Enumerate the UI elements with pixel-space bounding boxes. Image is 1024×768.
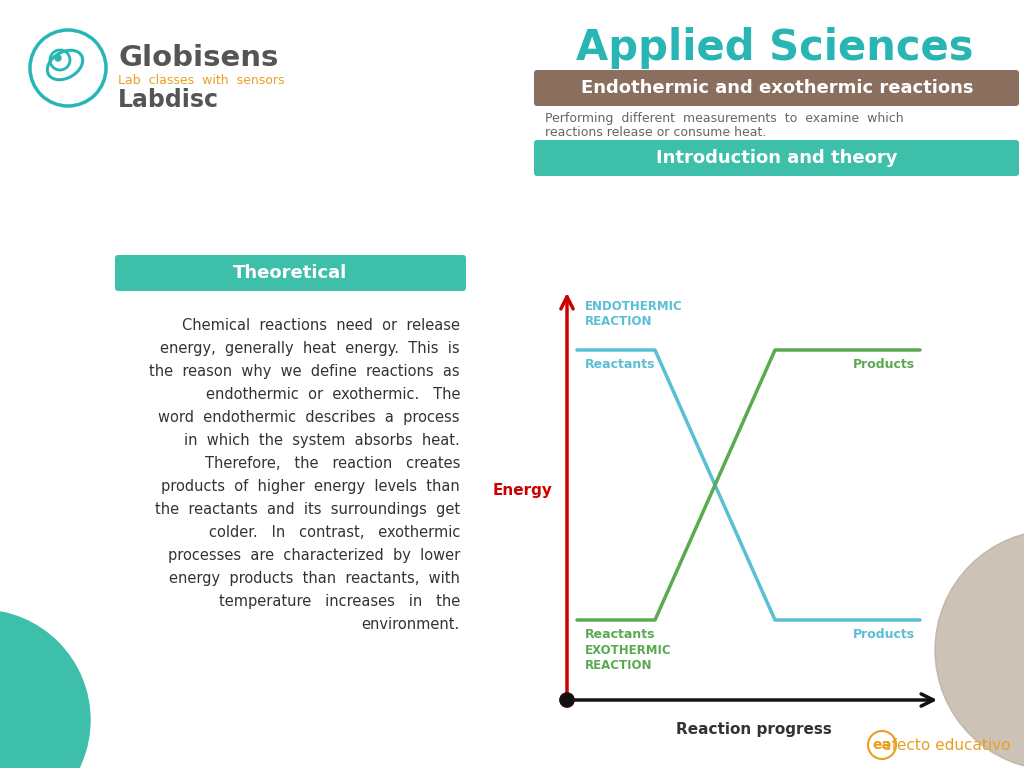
Text: reactions release or consume heat.: reactions release or consume heat. [545,126,766,139]
Text: Reactants: Reactants [585,628,655,641]
FancyBboxPatch shape [115,255,466,291]
Text: Introduction and theory: Introduction and theory [656,149,898,167]
Text: ENDOTHERMIC: ENDOTHERMIC [585,300,683,313]
Circle shape [55,55,61,61]
Text: ea: ea [872,738,892,752]
Circle shape [0,610,90,768]
Text: the  reason  why  we  define  reactions  as: the reason why we define reactions as [150,364,460,379]
Text: endothermic  or  exothermic.   The: endothermic or exothermic. The [206,387,460,402]
FancyBboxPatch shape [534,140,1019,176]
Text: word  endothermic  describes  a  process: word endothermic describes a process [159,410,460,425]
Text: Performing  different  measurements  to  examine  which: Performing different measurements to exa… [545,112,903,125]
Text: EXOTHERMIC: EXOTHERMIC [585,644,672,657]
Text: energy,  generally  heat  energy.  This  is: energy, generally heat energy. This is [161,341,460,356]
Text: temperature   increases   in   the: temperature increases in the [219,594,460,609]
Text: colder.   In   contrast,   exothermic: colder. In contrast, exothermic [209,525,460,540]
Text: Products: Products [853,358,915,371]
Text: Theoretical: Theoretical [232,264,347,282]
Circle shape [935,530,1024,768]
FancyBboxPatch shape [534,70,1019,106]
Text: Energy: Energy [493,482,552,498]
Text: Endothermic and exothermic reactions: Endothermic and exothermic reactions [581,79,973,97]
Text: REACTION: REACTION [585,315,652,328]
Text: Lab  classes  with  sensors: Lab classes with sensors [118,74,285,87]
Text: Therefore,   the   reaction   creates: Therefore, the reaction creates [205,456,460,471]
Text: in  which  the  system  absorbs  heat.: in which the system absorbs heat. [184,433,460,448]
Text: Reaction progress: Reaction progress [676,722,831,737]
Text: Globisens: Globisens [118,44,279,72]
Text: Chemical  reactions  need  or  release: Chemical reactions need or release [182,318,460,333]
Circle shape [560,693,574,707]
Text: products  of  higher  energy  levels  than: products of higher energy levels than [161,479,460,494]
Text: Products: Products [853,628,915,641]
Circle shape [560,693,574,707]
Text: Reactants: Reactants [585,358,655,371]
Text: the  reactants  and  its  surroundings  get: the reactants and its surroundings get [155,502,460,517]
Text: REACTION: REACTION [585,659,652,672]
Text: Applied Sciences: Applied Sciences [577,27,974,69]
Text: energy  products  than  reactants,  with: energy products than reactants, with [169,571,460,586]
Text: Labdisc: Labdisc [118,88,219,112]
Text: efecto educativo: efecto educativo [882,737,1010,753]
Text: environment.: environment. [361,617,460,632]
Text: processes  are  characterized  by  lower: processes are characterized by lower [168,548,460,563]
